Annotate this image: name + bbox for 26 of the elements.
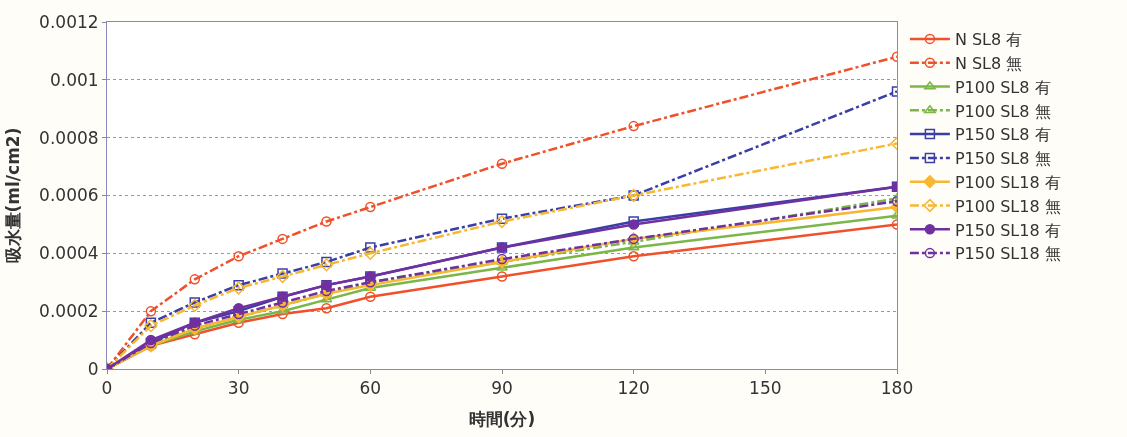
- y-axis-title: 吸水量(ml/cm2): [2, 127, 23, 264]
- y-tick-label: 0: [87, 358, 99, 379]
- legend-label: P100 SL18 有: [954, 172, 1061, 192]
- y-tick-label: 0.0006: [39, 185, 99, 206]
- legend-label: P100 SL8 無: [954, 101, 1051, 121]
- x-tick-label: 120: [617, 378, 650, 399]
- x-axis-title: 時間(分): [468, 408, 536, 429]
- x-tick-label: 30: [227, 378, 250, 399]
- legend-label: P100 SL18 無: [954, 196, 1061, 216]
- legend-label: P150 SL18 有: [954, 220, 1061, 240]
- y-tick-label: 0.0008: [39, 127, 99, 148]
- x-tick-label: 180: [880, 378, 914, 399]
- x-tick-label: 60: [359, 378, 382, 399]
- legend-label: N SL8 無: [954, 53, 1023, 73]
- legend-label: P150 SL8 有: [954, 125, 1051, 145]
- legend-label: N SL8 有: [954, 30, 1023, 50]
- x-tick-label: 150: [749, 378, 782, 399]
- legend-label: P150 SL18 無: [954, 244, 1061, 264]
- y-tick-label: 0.001: [49, 69, 99, 90]
- y-tick-label: 0.0004: [39, 243, 99, 264]
- y-tick-label: 0.0012: [39, 11, 99, 32]
- legend-label: P100 SL8 有: [954, 77, 1051, 97]
- legend-label: P150 SL8 無: [954, 149, 1051, 169]
- x-tick-label: 0: [101, 378, 113, 399]
- y-tick-label: 0.0002: [39, 301, 99, 322]
- x-tick-label: 90: [491, 378, 513, 399]
